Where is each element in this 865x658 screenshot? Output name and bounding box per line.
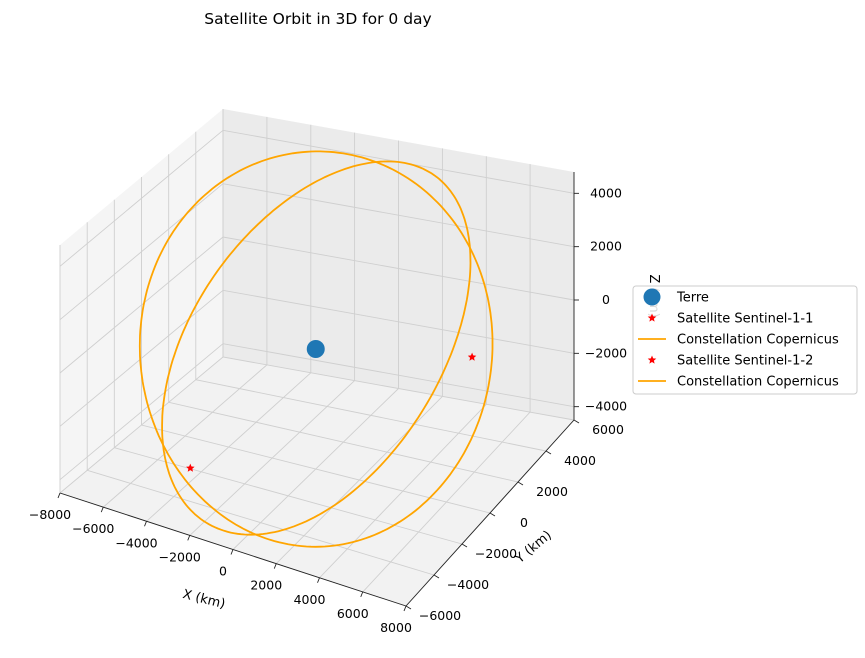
z-tick-label: 2000 xyxy=(590,239,622,254)
legend-star-swatch xyxy=(647,355,657,364)
legend-label: Terre xyxy=(676,291,709,306)
grid-line-y xyxy=(86,222,435,576)
tick-labels: −8000−6000−4000−200002000400060008000−60… xyxy=(29,185,627,635)
z-tick-label: 4000 xyxy=(590,185,622,200)
grid-line-z xyxy=(59,343,575,481)
grid-line-y xyxy=(222,109,575,421)
x-tick xyxy=(317,577,320,583)
legend: Terre Satellite Sentinel-1-1 Constellation… xyxy=(632,285,858,395)
grid-line-y xyxy=(168,154,519,483)
orbit-line-4 xyxy=(138,150,494,548)
x-tick-label: 6000 xyxy=(337,606,369,621)
x-tick xyxy=(273,563,277,569)
grid-line-z xyxy=(59,129,575,267)
earth-point xyxy=(306,340,325,358)
y-tick xyxy=(489,512,496,517)
grid-line-z xyxy=(59,236,575,374)
legend-circle-swatch xyxy=(643,288,661,306)
grid-line-y xyxy=(141,177,491,514)
grid-line-z xyxy=(59,289,575,427)
legend-label: Constellation Copernicus xyxy=(677,333,839,348)
x-tick xyxy=(100,506,104,513)
satellite-point-3 xyxy=(467,352,477,361)
z-tick-label: −4000 xyxy=(585,399,627,414)
x-axis-label: X (km) xyxy=(181,587,227,612)
x-tick xyxy=(187,535,191,541)
y-tick xyxy=(461,543,468,548)
x-tick xyxy=(57,492,61,499)
x-tick-label: −4000 xyxy=(115,535,157,550)
legend-label: Satellite Sentinel-1-2 xyxy=(677,354,813,369)
y-tick-label: −2000 xyxy=(475,546,517,561)
legend-label: Constellation Copernicus xyxy=(677,375,839,390)
y-axis-label: Y (km) xyxy=(512,528,555,567)
legend-label: Satellite Sentinel-1-1 xyxy=(677,312,813,327)
x-tick-label: −2000 xyxy=(159,549,201,564)
y-tick xyxy=(433,574,440,579)
y-tick xyxy=(517,481,524,486)
y-tick xyxy=(405,605,412,610)
x-tick xyxy=(144,521,147,527)
y-tick-label: 4000 xyxy=(564,453,596,468)
orbit-line-2 xyxy=(161,160,472,536)
legend-star-swatch xyxy=(647,313,657,322)
x-tick-label: 0 xyxy=(219,564,227,579)
x-tick-label: 2000 xyxy=(250,578,282,593)
y-tick xyxy=(545,450,552,455)
y-tick-label: 0 xyxy=(520,515,528,530)
data-marks xyxy=(138,150,494,548)
y-tick-label: 2000 xyxy=(536,484,568,499)
chart-title: Satellite Orbit in 3D for 0 day xyxy=(204,10,431,28)
x-tick-label: −8000 xyxy=(29,507,71,522)
y-tick-label: −6000 xyxy=(419,608,461,623)
y-tick-label: −4000 xyxy=(447,577,489,592)
x-tick-label: 8000 xyxy=(380,620,412,635)
z-tick-label: −2000 xyxy=(585,345,627,360)
x-tick xyxy=(403,605,407,612)
y-tick xyxy=(573,419,580,424)
y-tick-label: 6000 xyxy=(592,422,624,437)
grid-line-y xyxy=(195,131,547,452)
x-tick-label: −6000 xyxy=(72,521,114,536)
floor-pane xyxy=(60,357,574,606)
z-tick-label: 0 xyxy=(602,292,610,307)
legend-frame xyxy=(632,285,858,395)
x-tick-label: 4000 xyxy=(294,592,326,607)
x-tick xyxy=(360,591,364,598)
x-tick xyxy=(230,549,234,555)
satellite-point-1 xyxy=(186,463,195,472)
grid-line-y xyxy=(113,199,463,545)
